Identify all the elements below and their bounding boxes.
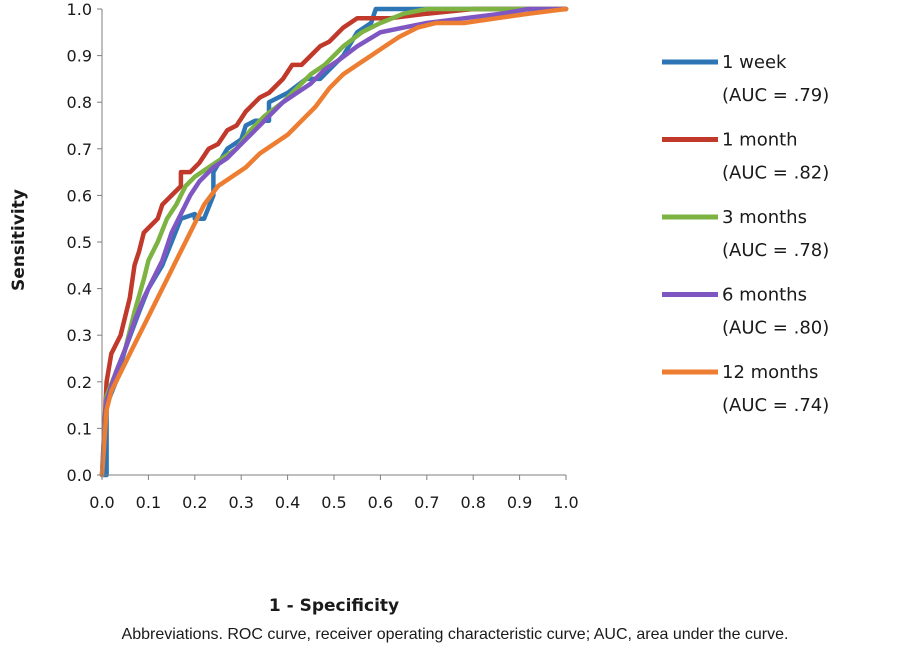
x-axis: 0.0 0.1 0.2 0.3 0.4 0.5 0.6 0.7 0.8 0.9 1.0 bbox=[89, 474, 579, 512]
series-line-6-months bbox=[99, 6, 569, 478]
x-tick-label: 1.0 bbox=[553, 493, 578, 512]
y-tick-label: 0.0 bbox=[67, 466, 92, 485]
x-tick-label: 0.5 bbox=[321, 493, 346, 512]
x-axis-title: 1 - Specificity bbox=[269, 596, 399, 616]
legend-item-1-month: 1 month (AUC = .82) bbox=[662, 130, 829, 184]
legend-item-1-week: 1 week (AUC = .79) bbox=[662, 52, 829, 106]
x-tick-label: 0.7 bbox=[414, 493, 439, 512]
plot-area bbox=[99, 6, 569, 478]
y-tick-label: 0.4 bbox=[67, 280, 92, 299]
legend-auc-label: (AUC = .78) bbox=[722, 240, 829, 261]
x-tick-label: 0.6 bbox=[368, 493, 393, 512]
x-tick-label: 0.1 bbox=[136, 493, 161, 512]
x-tick-label: 0.2 bbox=[182, 493, 207, 512]
legend-item-3-months: 3 months (AUC = .78) bbox=[662, 207, 829, 261]
y-axis: 0.0 0.1 0.2 0.3 0.4 0.5 0.6 0.7 0.8 0.9 1.0 bbox=[67, 0, 103, 485]
legend-item-6-months: 6 months (AUC = .80) bbox=[662, 285, 829, 339]
y-tick-label: 0.1 bbox=[67, 419, 92, 438]
legend-auc-label: (AUC = .74) bbox=[722, 395, 829, 416]
legend-auc-label: (AUC = .79) bbox=[722, 85, 829, 106]
y-tick-label: 0.6 bbox=[67, 186, 92, 205]
y-tick-label: 0.2 bbox=[67, 373, 92, 392]
caption: Abbreviations. ROC curve, receiver opera… bbox=[121, 626, 789, 643]
series-line-12-months bbox=[99, 6, 569, 478]
y-tick-label: 0.3 bbox=[67, 326, 92, 345]
y-tick-label: 0.9 bbox=[67, 47, 92, 66]
x-tick-label: 0.9 bbox=[507, 493, 532, 512]
y-tick-label: 0.7 bbox=[67, 140, 92, 159]
series-line-1-week bbox=[99, 6, 569, 478]
legend-label: 1 week bbox=[722, 52, 787, 73]
legend-label: 6 months bbox=[722, 285, 807, 306]
legend-auc-label: (AUC = .80) bbox=[722, 318, 829, 339]
y-tick-label: 0.5 bbox=[67, 233, 92, 252]
legend-item-12-months: 12 months (AUC = .74) bbox=[662, 362, 829, 416]
series-line-1-month bbox=[99, 6, 569, 478]
legend-label: 1 month bbox=[722, 130, 798, 151]
roc-chart: 0.0 0.1 0.2 0.3 0.4 0.5 0.6 0.7 0.8 0.9 1.0 0.0 0.1… bbox=[9, 0, 829, 616]
y-axis-title: Sensitivity bbox=[9, 189, 29, 291]
y-tick-label: 1.0 bbox=[67, 0, 92, 19]
legend-auc-label: (AUC = .82) bbox=[722, 163, 829, 184]
x-tick-label: 0.3 bbox=[228, 493, 253, 512]
x-tick-label: 0.8 bbox=[460, 493, 485, 512]
x-tick-label: 0.4 bbox=[275, 493, 300, 512]
legend-label: 12 months bbox=[722, 362, 818, 383]
legend-label: 3 months bbox=[722, 207, 807, 228]
legend: 1 week (AUC = .79) 1 month (AUC = .82) 3 mon… bbox=[662, 52, 829, 416]
y-tick-label: 0.8 bbox=[67, 93, 92, 112]
x-tick-label: 0.0 bbox=[89, 493, 114, 512]
